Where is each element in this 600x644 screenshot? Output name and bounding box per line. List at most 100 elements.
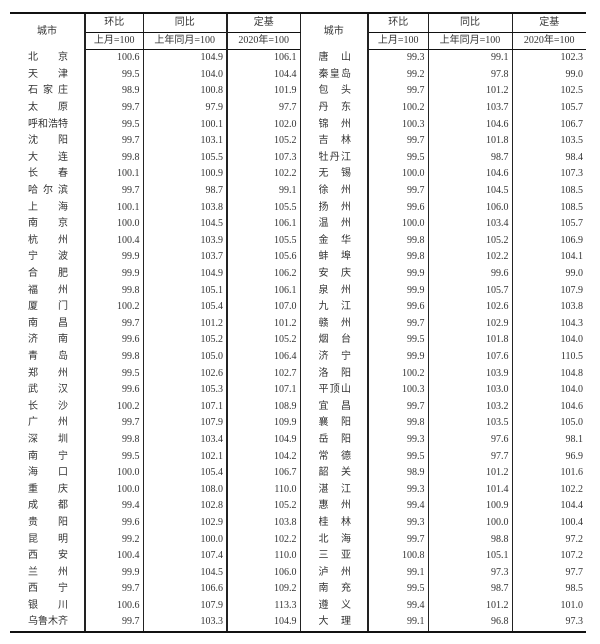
mom-value: 100.2 — [84, 298, 143, 316]
mom-value: 99.4 — [84, 498, 143, 515]
yoy-value: 103.0 — [427, 381, 512, 399]
city-label: 宜昌 — [318, 400, 352, 412]
table-row: 长春 100.1 100.9 102.2 无锡 100.0 104.6 107.3 — [10, 166, 586, 183]
yoy-value: 99.6 — [427, 265, 512, 283]
yoy-value: 105.1 — [427, 547, 512, 565]
city-label: 赣州 — [318, 317, 352, 329]
table-row: 昆明 99.2 100.0 102.2 北海 99.7 98.8 97.2 — [10, 531, 586, 548]
yoy-value: 101.2 — [427, 464, 512, 482]
table-row: 南京 100.0 104.5 106.1 温州 100.0 103.4 105.7 — [10, 215, 586, 233]
city-label: 青岛 — [28, 350, 68, 362]
yoy-value: 98.7 — [427, 149, 512, 167]
mom-value: 100.0 — [84, 464, 143, 482]
header-mom-left: 环比 — [84, 12, 143, 33]
header-mom-base-left: 上月=100 — [84, 32, 143, 50]
city-name: 包头 — [299, 83, 368, 100]
city-name: 兰州 — [10, 564, 85, 581]
table-row: 乌鲁木齐 99.7 103.3 104.9 大理 99.1 96.8 97.3 — [10, 614, 586, 633]
table-row: 呼和浩特 99.5 100.1 102.0 锦州 100.3 104.6 106.7 — [10, 116, 586, 133]
city-name: 乌鲁木齐 — [10, 614, 85, 633]
city-label: 韶关 — [318, 467, 352, 479]
yoy-value: 96.8 — [427, 614, 512, 633]
yoy-value: 103.7 — [427, 99, 512, 117]
yoy-value: 101.8 — [427, 132, 512, 150]
yoy-value: 97.6 — [427, 431, 512, 449]
fixed-base-value: 97.7 — [226, 99, 300, 117]
mom-value: 99.7 — [84, 315, 143, 333]
city-name: 南宁 — [10, 448, 85, 465]
mom-value: 99.9 — [84, 249, 143, 266]
yoy-value: 99.1 — [427, 49, 512, 67]
mom-value: 100.1 — [84, 199, 143, 216]
mom-value: 99.5 — [367, 332, 428, 349]
mom-value: 100.0 — [84, 481, 143, 499]
header-yoy-left: 同比 — [142, 12, 227, 33]
city-name: 秦皇岛 — [299, 66, 368, 84]
fixed-base-value: 107.9 — [511, 282, 586, 299]
mom-value: 99.7 — [367, 182, 428, 200]
city-name: 沈阳 — [10, 133, 85, 150]
yoy-value: 101.8 — [427, 332, 512, 349]
city-label: 济宁 — [318, 350, 352, 362]
mom-value: 99.3 — [367, 514, 428, 532]
yoy-value: 103.9 — [427, 365, 512, 382]
city-label: 哈尔滨 — [28, 185, 68, 197]
fixed-base-value: 104.2 — [226, 448, 300, 465]
fixed-base-value: 97.2 — [511, 531, 586, 548]
city-label: 襄阳 — [318, 417, 352, 429]
city-name: 重庆 — [10, 481, 85, 498]
fixed-base-value: 101.0 — [511, 597, 586, 615]
city-label: 桂林 — [318, 516, 352, 528]
mom-value: 99.7 — [367, 315, 428, 333]
yoy-value: 105.4 — [142, 464, 227, 482]
yoy-value: 104.0 — [142, 66, 227, 84]
fixed-base-value: 97.3 — [511, 614, 586, 633]
city-label: 湛江 — [318, 483, 352, 495]
city-label: 锦州 — [318, 118, 352, 130]
fixed-base-value: 101.2 — [226, 315, 300, 333]
table-row: 南昌 99.7 101.2 101.2 赣州 99.7 102.9 104.3 — [10, 315, 586, 333]
fixed-base-value: 102.5 — [511, 83, 586, 100]
mom-value: 99.4 — [367, 597, 428, 615]
table-row: 重庆 100.0 108.0 110.0 湛江 99.3 101.4 102.2 — [10, 481, 586, 499]
yoy-value: 103.5 — [427, 415, 512, 432]
city-label: 武汉 — [28, 384, 68, 396]
yoy-value: 102.6 — [427, 298, 512, 316]
table-row: 成都 99.4 102.8 105.2 惠州 99.4 100.9 104.4 — [10, 498, 586, 515]
yoy-value: 101.2 — [427, 597, 512, 615]
mom-value: 99.1 — [367, 614, 428, 633]
table-row: 哈尔滨 99.7 98.7 99.1 徐州 99.7 104.5 108.5 — [10, 182, 586, 200]
mom-value: 99.5 — [84, 116, 143, 133]
city-name: 唐山 — [299, 49, 368, 67]
mom-value: 99.7 — [84, 614, 143, 633]
yoy-value: 102.9 — [427, 315, 512, 333]
fixed-base-value: 104.9 — [226, 614, 300, 633]
mom-value: 100.3 — [367, 116, 428, 133]
fixed-base-value: 107.0 — [226, 298, 300, 316]
city-name: 南京 — [10, 216, 85, 233]
table-row: 沈阳 99.7 103.1 105.2 吉林 99.7 101.8 103.5 — [10, 132, 586, 150]
city-label: 丹东 — [318, 102, 352, 114]
city-name: 长春 — [10, 166, 85, 183]
yoy-value: 104.9 — [142, 49, 227, 67]
fixed-base-value: 98.4 — [511, 149, 586, 167]
fixed-base-value: 98.1 — [511, 431, 586, 449]
yoy-value: 104.5 — [427, 182, 512, 200]
city-name: 上海 — [10, 199, 85, 216]
table-row: 大连 99.8 105.5 107.3 牡丹江 99.5 98.7 98.4 — [10, 149, 586, 167]
fixed-base-value: 106.1 — [226, 49, 300, 67]
fixed-base-value: 104.3 — [511, 315, 586, 333]
table-row: 青岛 99.8 105.0 106.4 济宁 99.9 107.6 110.5 — [10, 348, 586, 366]
header-city-right: 城市 — [299, 12, 368, 50]
city-label: 三亚 — [318, 550, 352, 562]
mom-value: 100.0 — [367, 215, 428, 233]
city-name: 赣州 — [299, 315, 368, 333]
fixed-base-value: 103.8 — [511, 298, 586, 316]
header-yoy-base-right: 上年同月=100 — [427, 32, 512, 50]
fixed-base-value: 102.0 — [226, 116, 300, 133]
mom-value: 100.4 — [84, 547, 143, 565]
mom-value: 99.8 — [367, 249, 428, 266]
yoy-value: 105.2 — [427, 232, 512, 250]
city-name: 韶关 — [299, 464, 368, 482]
mom-value: 99.9 — [84, 564, 143, 581]
